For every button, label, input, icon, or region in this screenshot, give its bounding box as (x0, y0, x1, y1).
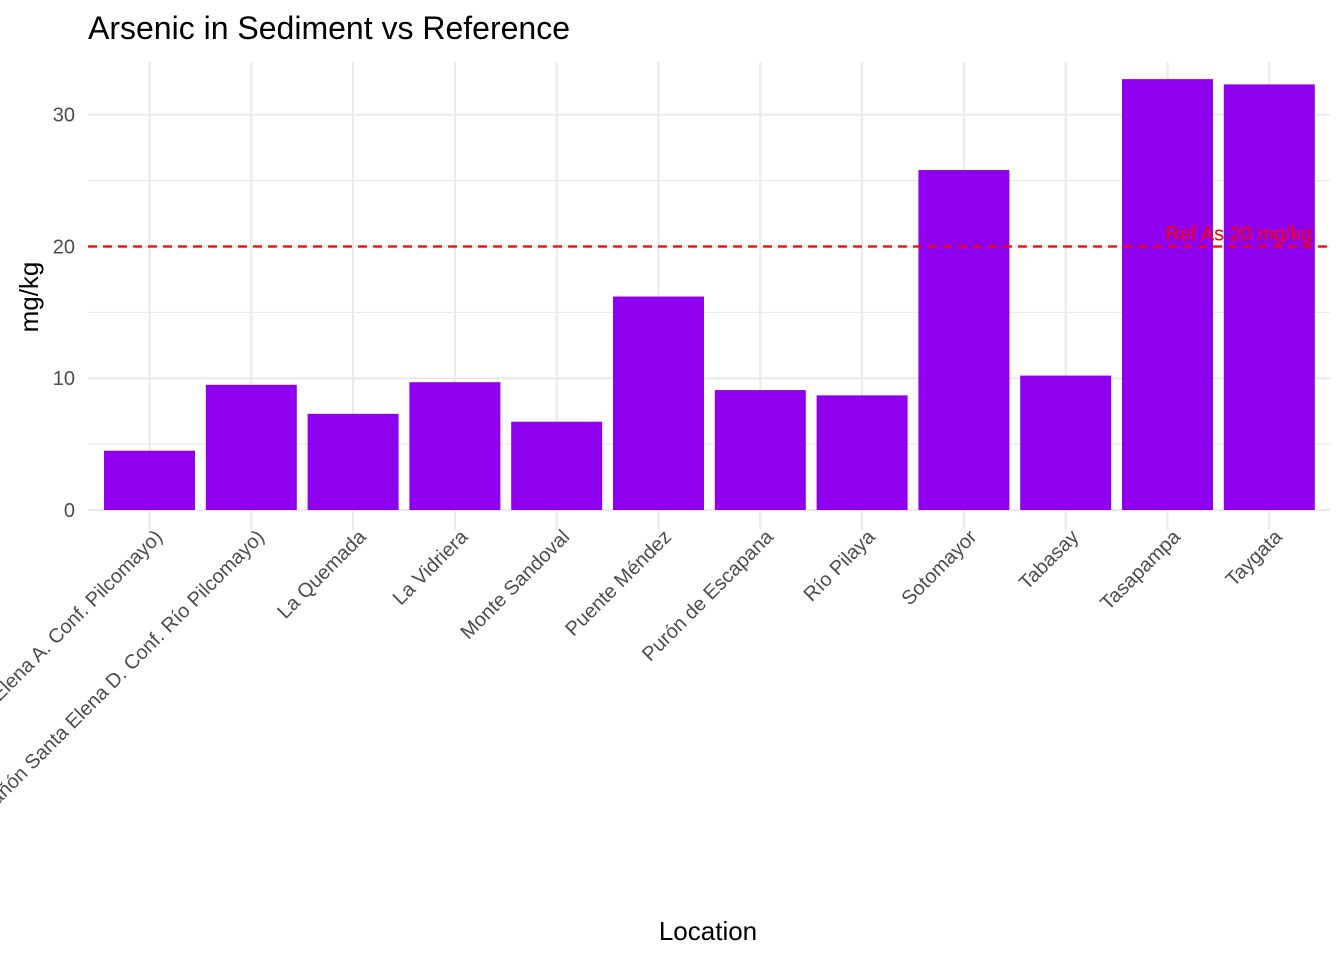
y-tick-label: 20 (53, 236, 75, 258)
bar (1122, 79, 1213, 511)
bar (104, 450, 195, 510)
y-tick-labels: 0 10 20 30 (53, 105, 75, 522)
bar (816, 395, 908, 510)
reference-line-label: Ref As 20 mg/kg (1165, 223, 1312, 245)
bar (205, 384, 297, 510)
bar (511, 421, 603, 510)
bars (104, 79, 1315, 511)
bar (1223, 84, 1315, 511)
x-axis-title: Location (659, 916, 757, 946)
bar (409, 382, 501, 510)
y-tick-label: 30 (53, 105, 75, 127)
reference-line-group: Ref As 20 mg/kg (88, 223, 1330, 248)
y-tick-label: 10 (53, 368, 75, 390)
y-axis-title: mg/kg (14, 262, 44, 333)
chart-title: Arsenic in Sediment vs Reference (88, 10, 570, 46)
bar (307, 413, 399, 510)
bar (613, 296, 704, 510)
y-tick-label: 0 (64, 500, 75, 522)
bar (714, 390, 806, 510)
bar (918, 170, 1010, 510)
bar (1020, 375, 1112, 510)
